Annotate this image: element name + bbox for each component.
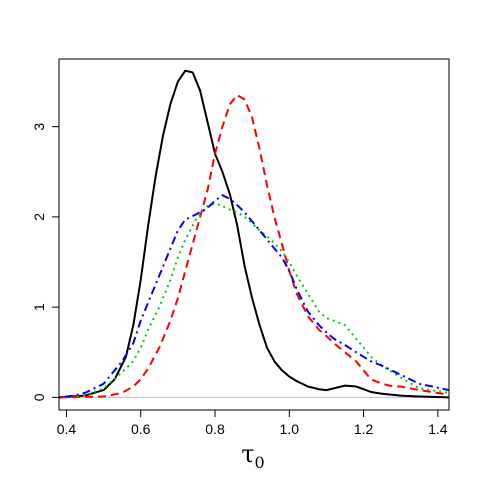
x-tick-label: 0.8	[205, 421, 225, 437]
plot-frame	[58, 58, 450, 411]
density-line-4	[59, 194, 449, 399]
density-line-1	[59, 69, 449, 399]
y-tick-label: 3	[31, 123, 47, 131]
x-axis-title: τ0	[241, 440, 264, 472]
y-tick-label: 1	[31, 303, 47, 311]
x-axis: 0.4 0.6 0.8 1.0 1.2 1.4	[57, 410, 448, 437]
x-tick-label: 1.4	[428, 421, 448, 437]
x-tick-label: 1.2	[354, 421, 374, 437]
x-tick-label: 0.4	[57, 421, 77, 437]
y-tick-label: 2	[31, 213, 47, 221]
y-axis: 0 1 2 3	[31, 123, 59, 401]
x-tick-label: 1.0	[280, 421, 300, 437]
density-line-2	[59, 94, 449, 399]
y-tick-label: 0	[31, 393, 47, 401]
x-tick-label: 0.6	[131, 421, 151, 437]
